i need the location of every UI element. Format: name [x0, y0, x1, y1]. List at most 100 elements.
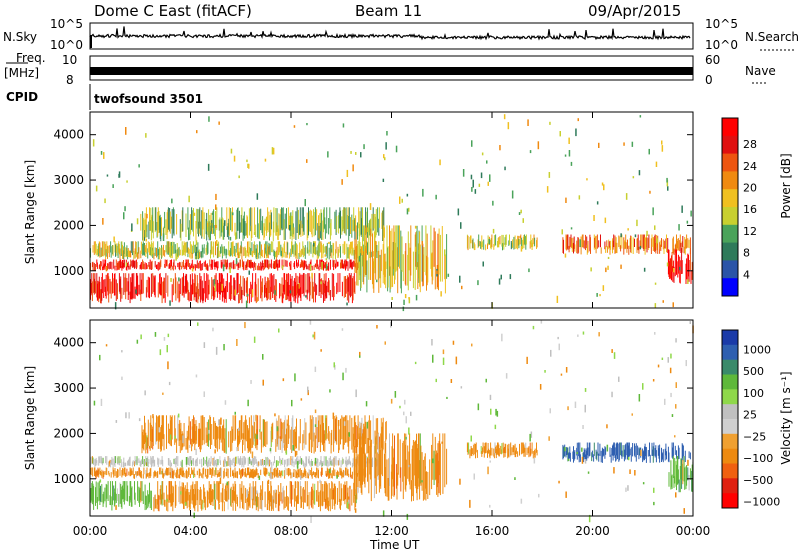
velocity-cell-2-228: [233, 472, 235, 479]
velocity-cell-4-175: [250, 438, 252, 454]
velocity-cell-1-254: [312, 483, 314, 509]
power-cell-0-14: [98, 276, 100, 299]
velocity-cell-3-201: [216, 458, 218, 467]
velocity-cell-7-23: [576, 442, 578, 460]
velocity-cell-1-214: [287, 496, 289, 510]
power-cell-3-280: [316, 209, 318, 231]
power-cell-0-245: [243, 278, 245, 297]
velocity-cell-2-323: [292, 472, 294, 477]
colorbar-swatch-0-2: [722, 153, 738, 172]
power-scatter-39: [402, 306, 405, 312]
velocity-cell-4-166: [244, 420, 246, 451]
power-cell-1-217: [226, 262, 228, 270]
velocity-scatter-39: [201, 499, 203, 505]
velocity-cell-4-340: [353, 416, 355, 442]
velocity-cell-4-85: [193, 417, 195, 443]
ytick-label-1-2: 3000: [53, 381, 84, 395]
power-cell-5-94: [525, 234, 527, 245]
power-cell-0-318: [289, 274, 291, 301]
power-cell-2-202: [216, 247, 218, 259]
power-cell-0-67: [132, 273, 134, 299]
power-cell-3-64: [180, 223, 182, 241]
power-scatter-32: [603, 184, 605, 191]
velocity-cell-4-278: [314, 435, 316, 452]
power-cell-2-326: [294, 241, 296, 256]
power-cell-0-234: [237, 273, 238, 294]
power-cell-6-130: [644, 234, 645, 250]
velocity-cell-2-256: [250, 469, 252, 478]
velocity-cell-7-82: [613, 442, 615, 455]
power-cell-6-85: [615, 237, 617, 253]
power-cell-2-4: [92, 245, 94, 253]
power-cell-1-256: [250, 259, 252, 269]
velocity-cell-7-36: [585, 454, 586, 463]
velocity-cell-2-104: [155, 471, 157, 476]
velocity-cell-2-318: [289, 469, 291, 476]
power-cell-1-367: [320, 259, 322, 270]
velocity-scatter-105: [309, 320, 312, 325]
velocity-cell-4-113: [211, 424, 213, 445]
velocity-cell-3-339: [302, 461, 304, 467]
power-cell-6-60: [600, 234, 601, 248]
velocity-cell-1-142: [242, 493, 243, 509]
power-cell-0-296: [275, 279, 277, 296]
power-cell-1-276: [263, 263, 265, 267]
velocity-cell-4-98: [201, 415, 203, 446]
power-cell-2-282: [267, 244, 269, 258]
power-cell-6-145: [653, 238, 655, 251]
power-cell-2-362: [317, 245, 319, 256]
power-cell-3-153: [236, 209, 238, 239]
velocity-cell-7-106: [628, 442, 630, 457]
power-cell-2-311: [285, 251, 287, 258]
power-cell-6-179: [674, 244, 676, 252]
velocity-cell-4-110: [209, 415, 211, 441]
velocity-cell-3-226: [232, 458, 233, 466]
power-cell-0-421: [354, 281, 356, 294]
power-cell-2-35: [112, 245, 113, 255]
power-cell-1-223: [230, 262, 232, 270]
velocity-cell-7-144: [652, 446, 654, 463]
power-cell-6-22: [576, 240, 578, 254]
power-cell-1-122: [166, 259, 168, 267]
power-cell-1-415: [350, 259, 352, 268]
power-cell-0-63: [129, 291, 131, 304]
power-scatter-135: [638, 170, 641, 176]
velocity-cell-2-127: [169, 472, 171, 478]
velocity-cell-5-50: [385, 442, 387, 497]
power-cell-0-407: [345, 278, 347, 294]
velocity-cell-2-131: [172, 470, 174, 478]
velocity-cell-7-6: [566, 447, 568, 456]
power-cell-3-28: [157, 207, 159, 234]
velocity-cell-3-169: [196, 459, 198, 467]
nsky-line: [89, 26, 691, 41]
velocity-cell-4-5: [143, 435, 145, 451]
velocity-scatter-101: [613, 467, 615, 474]
velocity-cell-4-333: [349, 415, 351, 442]
velocity-cell-1-297: [339, 498, 341, 509]
velocity-scatter-132: [670, 353, 672, 359]
velocity-cell-3-408: [346, 461, 348, 467]
power-cell-2-116: [162, 244, 164, 256]
velocity-cell-3-5: [93, 459, 95, 465]
power-cell-2-221: [228, 250, 230, 257]
velocity-cell-5-108: [421, 452, 423, 491]
velocity-cell-3-296: [275, 460, 277, 468]
power-scatter-241: [565, 197, 567, 203]
velocity-cell-4-59: [177, 415, 179, 441]
velocity-cell-3-43: [117, 457, 118, 465]
velocity-cell-4-37: [163, 434, 165, 451]
power-cell-1-242: [242, 259, 243, 267]
velocity-cell-3-124: [167, 458, 169, 465]
velocity-cell-8-1: [668, 472, 670, 487]
power-scatter-231: [488, 238, 491, 245]
velocity-cell-1-153: [248, 487, 250, 506]
power-cell-1-159: [189, 265, 191, 270]
power-cell-3-83: [192, 210, 194, 232]
velocity-cell-1-105: [218, 481, 220, 504]
power-scatter-49: [599, 294, 601, 297]
power-cell-2-191: [210, 249, 211, 259]
colorbar-frame-0: [721, 117, 739, 297]
velocity-cell-2-281: [266, 468, 268, 475]
power-cell-1-94: [149, 265, 150, 270]
power-cell-0-278: [264, 276, 266, 294]
